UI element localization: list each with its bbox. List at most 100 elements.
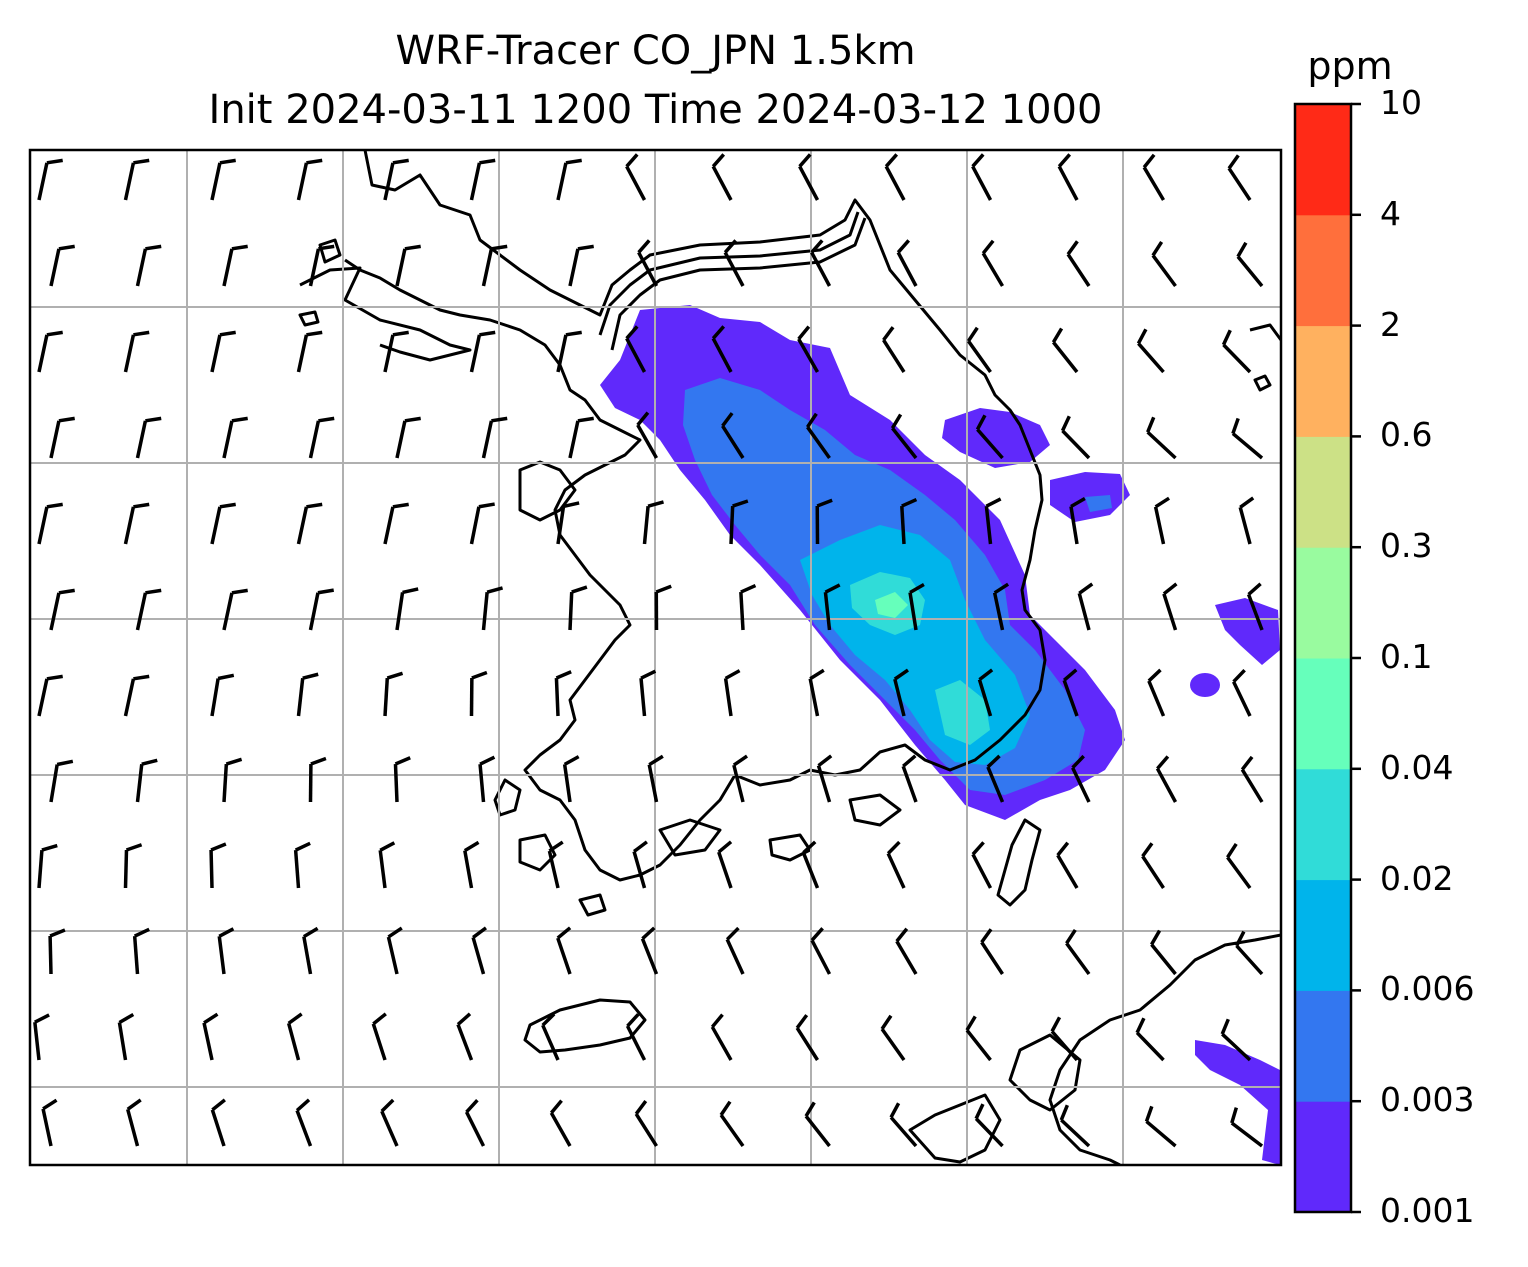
colorbar-segment-9 <box>1295 104 1351 216</box>
wind-barb <box>123 502 150 545</box>
wind-barb <box>901 754 918 803</box>
wind-barb <box>222 757 243 803</box>
wind-barb <box>296 502 323 545</box>
wind-barb <box>1238 496 1255 545</box>
wind-barb <box>1226 842 1252 890</box>
wind-barb <box>126 1098 142 1147</box>
wind-barb <box>478 755 496 803</box>
wind-barb <box>49 759 74 803</box>
co-level-0.04 <box>875 592 908 618</box>
wind-barb <box>639 669 657 717</box>
wind-barb <box>463 840 480 889</box>
wind-barb <box>808 668 825 717</box>
wind-barb <box>371 1012 387 1061</box>
wind-barb <box>625 153 647 201</box>
wind-barb <box>1236 241 1264 288</box>
coastline-south-islands <box>658 793 902 862</box>
coastline-liaoning-islands <box>298 238 342 327</box>
colorbar-tick-label: 0.02 <box>1380 858 1454 898</box>
wind-barb <box>732 754 749 803</box>
wind-barb <box>386 926 403 975</box>
wind-barb <box>308 244 335 287</box>
wind-barb <box>1071 754 1091 803</box>
colorbar-segment-2 <box>1295 879 1351 991</box>
wind-barb <box>296 330 323 373</box>
wind-barb <box>1065 928 1091 976</box>
wind-barb <box>135 416 162 459</box>
wind-barb <box>900 497 918 545</box>
wind-barb <box>541 1012 560 1061</box>
wind-barb <box>556 330 582 373</box>
colorbar-segment-0 <box>1295 1101 1351 1213</box>
wind-barb <box>1062 668 1079 717</box>
wind-barb <box>378 841 396 889</box>
wind-barb <box>886 840 906 889</box>
wind-barb <box>568 244 594 287</box>
wind-barb <box>123 158 150 201</box>
wind-barb <box>1153 496 1170 545</box>
wind-barb <box>222 416 248 459</box>
wind-barb <box>37 502 63 545</box>
wind-barb <box>882 326 906 373</box>
wind-barb <box>547 840 564 889</box>
wind-barb <box>816 754 833 803</box>
wind-barb <box>481 586 504 631</box>
wind-barb <box>721 412 745 459</box>
wind-barb <box>308 416 335 459</box>
wind-barb <box>556 926 572 975</box>
colorbar-tick-label: 4 <box>1380 193 1401 233</box>
colorbar <box>1293 102 1361 1214</box>
wind-barb <box>469 158 496 201</box>
river-line-2 <box>610 217 867 351</box>
coastlines <box>298 150 1281 1165</box>
wind-barb <box>132 927 150 975</box>
wind-barb <box>1240 755 1264 803</box>
colorbar-tick-label: 2 <box>1380 304 1401 344</box>
wind-barb <box>980 928 1004 975</box>
co-level-0.001-small-patch <box>1190 673 1220 697</box>
wind-barb <box>984 497 1002 545</box>
wind-barb <box>890 413 918 460</box>
wind-barb <box>49 416 75 459</box>
wind-barb <box>810 927 832 975</box>
colorbar-segment-8 <box>1295 214 1351 327</box>
wind-barb <box>1060 415 1091 460</box>
wind-barb <box>971 153 993 201</box>
wind-barb <box>393 756 411 803</box>
wind-barb <box>896 239 918 287</box>
colorbar-segment-5 <box>1295 547 1351 659</box>
wind-barb <box>804 1101 831 1148</box>
wind-barb <box>640 926 659 975</box>
co-level-0.02-south <box>935 680 990 745</box>
wind-barb <box>302 926 319 975</box>
wind-barb <box>383 502 409 545</box>
coastline-far-east <box>1249 323 1281 341</box>
wind-barb <box>49 244 75 287</box>
wind-barb <box>723 239 745 287</box>
wind-barb <box>37 330 63 373</box>
wind-barb <box>210 1098 226 1147</box>
wind-barb <box>568 416 594 459</box>
wind-barb <box>1232 668 1252 717</box>
wind-barb <box>647 754 664 803</box>
wind-barb <box>295 1098 313 1147</box>
wind-barb <box>556 158 582 201</box>
wind-barb <box>209 842 227 889</box>
wind-barb <box>1066 240 1091 287</box>
wind-barb <box>1057 153 1079 201</box>
wind-barb <box>469 670 488 717</box>
wind-barb <box>895 927 918 975</box>
wind-barb <box>471 926 487 975</box>
wind-barb <box>41 1098 58 1147</box>
wind-barb <box>1050 1016 1079 1062</box>
wind-barb <box>123 843 143 889</box>
wind-barb <box>481 416 508 459</box>
wind-barb <box>971 841 993 889</box>
map-frame <box>28 148 1283 1167</box>
wind-barb <box>48 928 66 975</box>
coastline-kyushu <box>1048 933 1281 1165</box>
wind-barb <box>380 1098 399 1147</box>
wind-barb <box>797 325 820 373</box>
co-level-0.001-southeast-patch <box>1195 1040 1280 1165</box>
wind-barbs <box>33 153 1264 1148</box>
